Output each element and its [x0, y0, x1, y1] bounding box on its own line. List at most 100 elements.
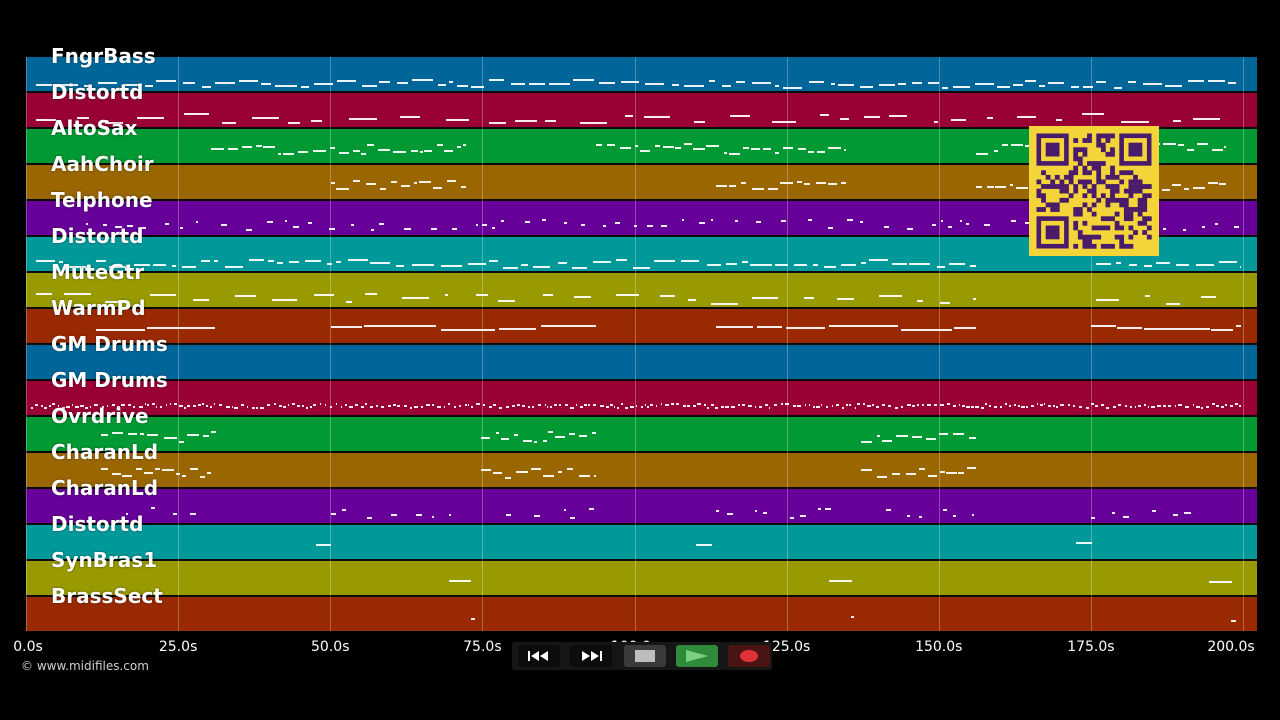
midi-note — [741, 181, 747, 184]
time-gridline — [634, 57, 636, 631]
midi-note — [906, 472, 917, 475]
midi-note — [412, 263, 434, 266]
midi-note — [804, 297, 815, 300]
midi-note — [365, 183, 377, 186]
midi-note — [548, 83, 571, 86]
track-lane[interactable] — [26, 57, 1257, 93]
midi-note — [447, 403, 451, 406]
midi-note — [610, 403, 613, 406]
midi-note — [594, 474, 596, 477]
midi-note — [906, 404, 911, 406]
midi-note — [1129, 406, 1133, 409]
track-lane[interactable] — [26, 489, 1257, 525]
midi-note — [813, 264, 819, 267]
midi-note — [984, 223, 991, 226]
midi-note — [919, 516, 922, 519]
midi-note — [179, 227, 184, 230]
midi-note — [510, 83, 525, 86]
midi-note — [797, 404, 802, 407]
midi-note — [83, 84, 91, 87]
midi-note — [933, 120, 938, 123]
midi-note — [86, 223, 89, 226]
track-lane[interactable] — [26, 417, 1257, 453]
track-lane[interactable] — [26, 93, 1257, 129]
record-button[interactable] — [728, 645, 770, 667]
rewind-button[interactable] — [518, 645, 560, 667]
midi-note — [361, 152, 366, 155]
midi-note — [1192, 404, 1194, 407]
midi-note — [773, 404, 778, 407]
midi-note — [578, 474, 591, 477]
midi-note — [1184, 188, 1189, 191]
midi-note — [226, 406, 230, 409]
midi-note — [820, 113, 830, 116]
midi-note — [1072, 405, 1076, 408]
midi-note — [550, 405, 553, 408]
midi-note — [1086, 406, 1089, 409]
midi-note — [344, 403, 348, 406]
midi-note — [1112, 511, 1115, 514]
midi-note — [156, 406, 158, 409]
midi-note — [1165, 302, 1180, 305]
midi-note — [256, 406, 259, 409]
midi-note — [894, 406, 899, 409]
time-tick-label: 175.0s — [1067, 639, 1115, 655]
track-lane[interactable] — [26, 273, 1257, 309]
midi-note — [798, 148, 807, 151]
midi-note — [1201, 406, 1204, 409]
midi-note — [722, 85, 731, 88]
midi-note — [339, 152, 350, 155]
midi-note — [108, 265, 127, 268]
midi-note — [644, 403, 647, 406]
midi-note — [36, 260, 56, 263]
fast-forward-icon — [582, 651, 602, 661]
midi-note — [284, 220, 287, 223]
midi-note — [488, 259, 498, 262]
rewind-icon — [528, 651, 548, 661]
midi-note — [575, 404, 577, 407]
midi-note — [532, 406, 535, 409]
midi-note — [969, 437, 976, 440]
midi-note — [706, 263, 721, 266]
midi-note — [1000, 405, 1002, 408]
midi-note — [794, 264, 807, 267]
midi-note — [58, 261, 64, 264]
midi-note — [975, 82, 994, 85]
track-label: SynBras1 — [51, 548, 158, 572]
midi-note — [950, 118, 967, 121]
play-button[interactable] — [676, 645, 718, 667]
midi-note — [263, 146, 275, 149]
fast-forward-button[interactable] — [570, 645, 612, 667]
midi-note — [75, 405, 79, 408]
midi-note — [989, 405, 991, 408]
midi-note — [557, 262, 568, 265]
midi-note — [444, 149, 454, 152]
track-lane[interactable] — [26, 525, 1257, 561]
midi-note — [927, 81, 939, 84]
midi-note — [861, 468, 872, 471]
track-lane[interactable] — [26, 309, 1257, 345]
track-label: GM Drums — [51, 368, 168, 392]
midi-note — [471, 406, 473, 409]
track-lane[interactable] — [26, 345, 1257, 381]
midi-note — [203, 435, 209, 438]
midi-note — [630, 406, 634, 409]
midi-note — [1201, 226, 1206, 229]
midi-note — [1183, 512, 1191, 515]
midi-note — [830, 83, 835, 86]
midi-note — [449, 513, 451, 516]
midi-note — [1211, 328, 1233, 331]
midi-note — [305, 260, 322, 263]
track-lane[interactable] — [26, 453, 1257, 489]
midi-note — [314, 83, 333, 86]
stop-button[interactable] — [624, 645, 666, 667]
piano-roll[interactable] — [26, 57, 1257, 631]
midi-note — [818, 507, 822, 510]
track-lane[interactable] — [26, 597, 1257, 631]
track-lane[interactable] — [26, 381, 1257, 417]
midi-note — [426, 403, 430, 406]
track-lane[interactable] — [26, 561, 1257, 597]
midi-note — [189, 512, 196, 515]
midi-note — [716, 509, 720, 512]
midi-note — [916, 404, 920, 407]
